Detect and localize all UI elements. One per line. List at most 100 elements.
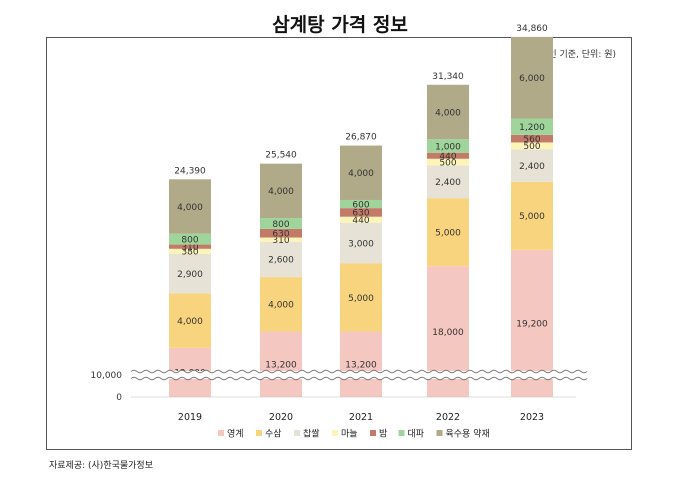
legend-swatch [218,430,224,436]
bar-value-label: 4,000 [348,169,374,179]
bar-segment-2019-2 [169,253,211,294]
bar-segment-2022-4 [427,152,469,159]
bar-value-label: 18,000 [432,328,464,338]
y-tick-label: 10,000 [91,371,123,381]
bar-segment-2022-5 [427,139,469,153]
bar-segment-2019-6 [169,179,211,234]
bar-segment-2020-1 [260,277,302,332]
bar-value-label: 630 [352,209,369,219]
x-tick-label: 2020 [269,412,293,423]
bar-segment-2023-2 [511,149,553,182]
bar-value-label: 1,200 [519,123,545,133]
bar-segment-2022-6 [427,84,469,140]
bar-value-label: 5,000 [348,294,374,304]
bar-value-label: 500 [523,142,540,152]
bar-segment-2021-0 [340,331,382,397]
axis-break-wave [130,376,588,381]
bar-segment-2023-4 [511,134,553,143]
legend-label: 찹쌀 [303,429,320,440]
bar-value-label: 630 [272,230,289,240]
bar-segment-2022-1 [427,198,469,267]
bar-segment-2020-0 [260,331,302,397]
x-tick-label: 2023 [520,412,544,423]
bar-segment-2020-4 [260,228,302,238]
legend-label: 대파 [408,429,425,440]
bar-segment-2023-1 [511,181,553,250]
bar-value-label: 2,900 [177,270,203,280]
bar-value-label: 440 [352,216,369,226]
bar-segment-2019-4 [169,244,211,249]
x-tick-label: 2019 [178,412,202,423]
bar-value-label: 560 [523,135,540,145]
bar-value-label: 1,000 [435,142,461,152]
legend-swatch [436,430,443,436]
bar-value-label: 440 [439,152,456,162]
bar-segment-2020-2 [260,241,302,278]
bar-value-label: 310 [181,243,198,253]
legend-swatch [398,430,405,436]
bar-value-label: 4,000 [177,317,203,327]
bar-segment-2022-2 [427,165,469,199]
bar-value-label: 800 [181,235,198,245]
bar-value-label: 5,000 [435,229,461,239]
bar-value-label: 4,000 [268,301,294,311]
bar-value-label: 19,200 [516,320,548,330]
axis-break-band [131,371,576,379]
bar-value-label: 2,400 [519,162,545,172]
bar-segment-2023-5 [511,118,553,135]
legend-swatch [370,430,376,436]
bar-value-label: 4,000 [177,203,203,213]
legend-swatch [332,430,338,436]
bar-segment-2020-6 [260,163,302,219]
bar-segment-2021-6 [340,145,382,200]
bar-segment-2020-5 [260,218,302,229]
legend-label: 육수용 약재 [446,428,490,440]
bar-value-label: 13,200 [345,361,377,371]
bar-value-label: 800 [272,220,289,230]
bar-value-label: 2,600 [268,256,294,266]
bar-total-label: 25,540 [265,151,297,161]
legend-label: 수삼 [265,429,282,440]
bar-value-label: 310 [272,236,289,246]
legend-swatch [294,430,300,436]
bar-segment-2019-3 [169,248,211,254]
bar-segment-2023-6 [511,36,553,119]
legend-label: 영계 [227,428,244,440]
y-tick-label: 0 [116,393,122,403]
bar-value-label: 4,000 [435,108,461,118]
bar-segment-2019-1 [169,293,211,348]
bar-segment-2020-3 [260,237,302,242]
legend-label: 마늘 [341,429,358,440]
unit-note: (4인 기준, 단위: 원) [539,50,616,60]
bar-segment-2023-3 [511,142,553,150]
bar-value-label: 3,000 [348,239,374,249]
bar-value-label: 600 [352,200,369,210]
bar-segment-2021-5 [340,199,382,209]
bar-segment-2021-3 [340,216,382,223]
bar-segment-2019-5 [169,233,211,245]
bar-value-label: 2,400 [435,178,461,188]
legend-label: 밤 [379,429,387,440]
bar-total-label: 24,390 [174,166,206,176]
x-tick-label: 2021 [349,412,373,423]
bar-total-label: 26,870 [345,133,377,143]
bar-segment-2022-3 [427,158,469,166]
bar-segment-2021-1 [340,263,382,332]
bar-value-label: 6,000 [519,74,545,84]
chart-title: 삼계탕 가격 정보 [272,14,408,36]
bar-total-label: 31,340 [432,72,464,82]
bar-value-label: 380 [181,248,198,258]
chart-frame [46,37,632,450]
bar-value-label: 5,000 [519,212,545,222]
axis-break-wave [130,369,588,374]
bar-value-label: 13,200 [265,361,297,371]
x-tick-label: 2022 [436,412,460,423]
legend-swatch [256,430,262,436]
bar-value-label: 4,000 [268,187,294,197]
bar-segment-2021-2 [340,222,382,264]
source-note: 자료제공: (사)한국물가정보 [49,461,153,471]
bar-value-label: 500 [439,158,456,168]
bar-segment-2021-4 [340,208,382,217]
bar-total-label: 34,860 [516,24,548,34]
